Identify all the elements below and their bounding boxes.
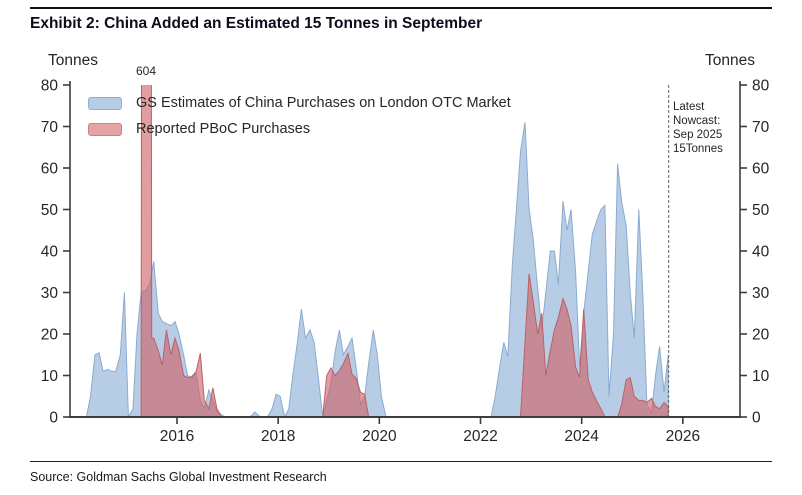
y-tick-label-right: 20 bbox=[752, 327, 770, 344]
x-tick-label: 2016 bbox=[160, 428, 194, 445]
y-tick-label-left: 20 bbox=[41, 327, 59, 344]
y-tick-label-left: 50 bbox=[41, 202, 59, 219]
y-tick-label-right: 30 bbox=[752, 285, 770, 302]
x-tick-label: 2022 bbox=[463, 428, 497, 445]
nowcast-annotation: Latest Nowcast: Sep 2025 15Tonnes bbox=[673, 101, 723, 156]
x-tick-label: 2024 bbox=[564, 428, 599, 445]
source-text: Source: Goldman Sachs Global Investment … bbox=[30, 470, 327, 484]
legend-item-gs-estimates: GS Estimates of China Purchases on Londo… bbox=[88, 90, 511, 116]
y-tick-label-left: 60 bbox=[41, 161, 59, 178]
y-tick-label-right: 0 bbox=[752, 410, 761, 427]
y-tick-label-left: 70 bbox=[41, 119, 59, 136]
y-tick-label-right: 50 bbox=[752, 202, 770, 219]
y-tick-label-right: 80 bbox=[752, 78, 770, 95]
top-rule bbox=[30, 7, 772, 9]
y-tick-label-left: 0 bbox=[49, 410, 58, 427]
y-tick-label-left: 10 bbox=[41, 368, 59, 385]
y-tick-label-left: 40 bbox=[41, 244, 59, 261]
right-axis-unit-label: Tonnes bbox=[705, 52, 755, 69]
y-tick-label-left: 80 bbox=[41, 78, 59, 95]
legend-item-pboc: Reported PBoC Purchases bbox=[88, 116, 511, 142]
x-tick-label: 2018 bbox=[261, 428, 295, 445]
y-tick-label-right: 40 bbox=[752, 244, 770, 261]
chart-legend: GS Estimates of China Purchases on Londo… bbox=[88, 90, 511, 142]
left-axis-unit-label: Tonnes bbox=[48, 52, 98, 69]
y-tick-label-right: 10 bbox=[752, 368, 770, 385]
gs-estimates-swatch-icon bbox=[88, 96, 122, 110]
bottom-rule bbox=[30, 461, 772, 462]
pboc-area bbox=[77, 85, 669, 417]
y-tick-label-left: 30 bbox=[41, 285, 59, 302]
pboc-swatch-icon bbox=[88, 122, 122, 136]
x-tick-label: 2020 bbox=[362, 428, 397, 445]
gs-estimates-area bbox=[77, 122, 669, 417]
legend-label-pboc: Reported PBoC Purchases bbox=[136, 121, 311, 137]
y-tick-label-right: 60 bbox=[752, 161, 770, 178]
y-tick-label-right: 70 bbox=[752, 119, 770, 136]
exhibit-title: Exhibit 2: China Added an Estimated 15 T… bbox=[30, 15, 483, 32]
legend-label-gs-estimates: GS Estimates of China Purchases on Londo… bbox=[136, 95, 511, 111]
x-tick-label: 2026 bbox=[666, 428, 700, 445]
spike-value-label: 604 bbox=[136, 64, 157, 78]
